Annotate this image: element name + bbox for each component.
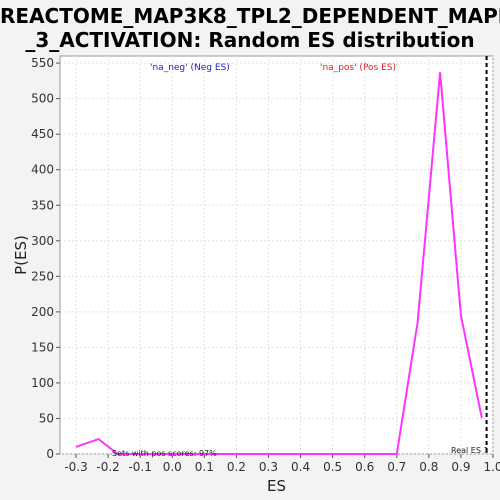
- x-tick-label: -0.3: [64, 460, 87, 474]
- x-tick-label: -0.2: [96, 460, 119, 474]
- chart-title-line1: REACTOME_MAP3K8_TPL2_DEPENDENT_MAPK1: [0, 4, 500, 28]
- y-tick-label: 150: [31, 340, 54, 354]
- y-tick-label: 350: [31, 198, 54, 212]
- y-tick-label: 200: [31, 305, 54, 319]
- y-tick-label: 100: [31, 376, 54, 390]
- y-tick-label: 400: [31, 163, 54, 177]
- x-tick-label: 0.5: [323, 460, 342, 474]
- x-tick-label: 0.8: [419, 460, 438, 474]
- x-axis-label: ES: [267, 477, 286, 495]
- legend-neg-es: 'na_neg' (Neg ES): [150, 63, 230, 73]
- y-tick-label: 0: [46, 447, 54, 461]
- y-axis-ticks: 0 50 100 150 200 250 300 350 400 450 500 550: [31, 56, 60, 461]
- legend-pos-es: 'na_pos' (Pos ES): [320, 63, 396, 73]
- y-tick-label: 550: [31, 56, 54, 70]
- y-tick-label: 300: [31, 234, 54, 248]
- y-tick-label: 500: [31, 92, 54, 106]
- y-tick-label: 50: [39, 411, 54, 425]
- y-axis-label: P(ES): [12, 235, 30, 275]
- x-tick-label: -0.1: [128, 460, 151, 474]
- x-axis-ticks: -0.3 -0.2 -0.1 0.0 0.1 0.2 0.3 0.4 0.5 0.6 0.7 0.8 0…: [64, 454, 500, 474]
- pos-scores-annotation: Sets with pos scores: 97%: [112, 449, 217, 458]
- x-tick-label: 0.0: [163, 460, 182, 474]
- x-tick-label: 0.4: [291, 460, 310, 474]
- x-tick-label: 0.1: [195, 460, 214, 474]
- es-distribution-line: [75, 72, 483, 455]
- x-tick-label: 0.6: [355, 460, 374, 474]
- plot-area: [59, 55, 494, 455]
- y-tick-label: 450: [31, 127, 54, 141]
- x-tick-label: 0.7: [387, 460, 406, 474]
- x-tick-label: 0.9: [451, 460, 470, 474]
- x-tick-label: 0.3: [259, 460, 278, 474]
- x-tick-label: 0.2: [227, 460, 246, 474]
- real-es-label: Real ES 1: [451, 446, 489, 455]
- y-tick-label: 250: [31, 269, 54, 283]
- x-tick-label: 1.0: [483, 460, 500, 474]
- chart-title-line2: _3_ACTIVATION: Random ES distribution: [25, 28, 475, 52]
- grid-lines: [60, 56, 494, 455]
- series-lines: [75, 72, 483, 455]
